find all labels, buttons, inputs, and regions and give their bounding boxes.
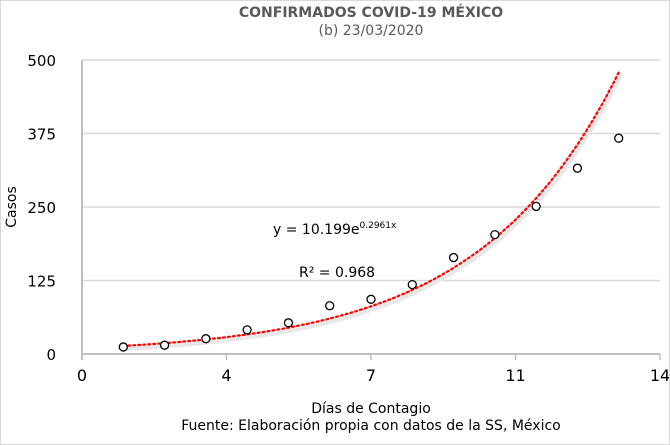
data-point	[325, 301, 335, 311]
data-point	[572, 163, 583, 173]
x-tick-label: 14	[650, 366, 670, 385]
data-point	[201, 334, 211, 344]
data-point	[407, 279, 417, 290]
trendline	[122, 71, 620, 347]
x-tick-label: 11	[505, 366, 525, 385]
trendline-equation: y = 10.199e0.2961x	[273, 221, 397, 238]
y-tick-label: 250	[27, 199, 56, 217]
data-point	[118, 342, 128, 352]
data-point	[366, 294, 376, 304]
x-axis-label: Días de Contagio	[311, 401, 431, 417]
x-tick-label: 4	[221, 366, 231, 385]
r-squared: R² = 0.968	[299, 265, 375, 281]
trendline-shadow	[125, 74, 623, 351]
data-point	[490, 229, 500, 240]
chart-title: CONFIRMADOS COVID-19 MÉXICO	[239, 4, 503, 21]
data-point	[242, 325, 252, 335]
chart-subtitle: (b) 23/03/2020	[319, 23, 424, 39]
data-point	[614, 133, 624, 143]
x-tick-label: 0	[77, 366, 87, 385]
y-tick-label: 0	[46, 346, 56, 364]
y-axis-label: Casos	[4, 186, 20, 228]
y-tick-label: 500	[27, 52, 56, 70]
source-note: Fuente: Elaboración propia con datos de …	[181, 418, 560, 434]
x-tick-label: 7	[366, 366, 376, 385]
data-point	[448, 252, 459, 263]
data-point	[283, 318, 294, 328]
y-tick-label: 125	[27, 273, 56, 291]
data-point	[159, 340, 170, 350]
data-point	[531, 201, 541, 212]
y-tick-label: 375	[27, 126, 56, 144]
